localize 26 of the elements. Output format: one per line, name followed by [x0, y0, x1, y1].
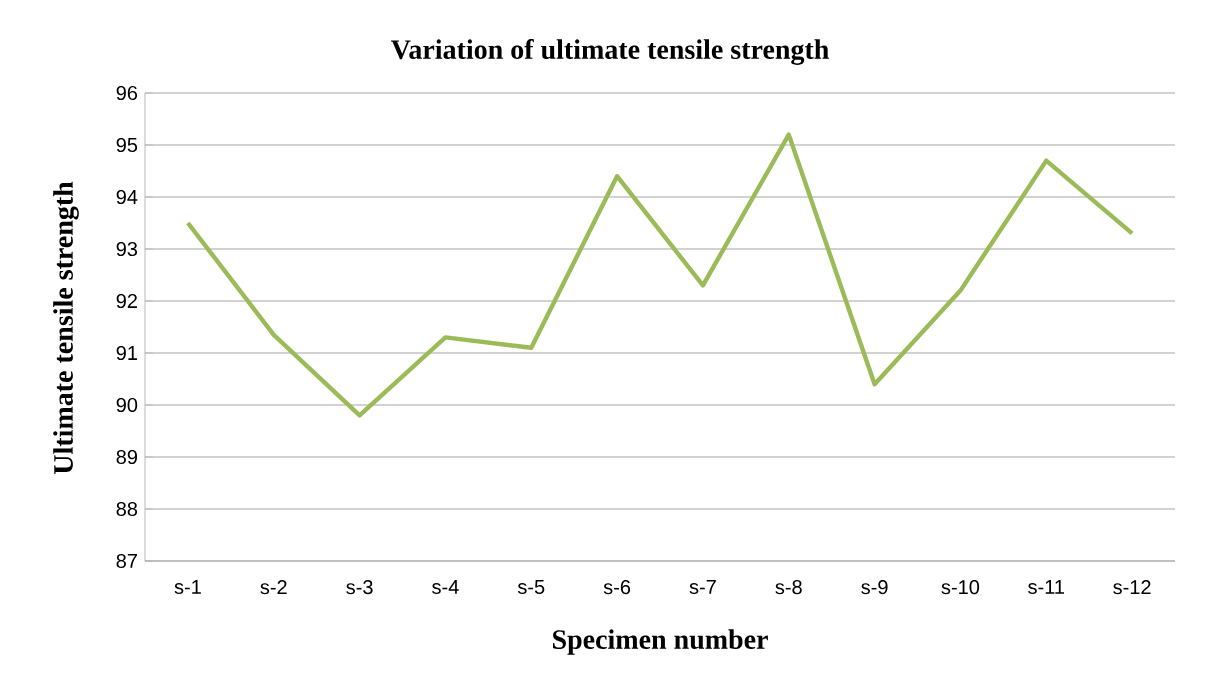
x-tick-label: s-5 [517, 580, 545, 594]
x-tick-label: s-12 [1113, 580, 1151, 595]
x-tick-label: s-11 [1028, 580, 1065, 594]
y-tick-label: 94 [116, 189, 138, 205]
x-tick-label: s-8 [775, 580, 802, 595]
y-tick-label: 89 [116, 449, 138, 465]
y-tick-label: 93 [116, 241, 138, 257]
x-tick-label: s-6 [603, 580, 631, 595]
y-tick-label: 96 [116, 85, 138, 101]
x-axis-title: Specimen number [553, 629, 768, 655]
x-tick-label: s-4 [432, 580, 459, 594]
y-tick-label: 90 [116, 397, 138, 413]
y-axis-title: Ultimate tensile strength [53, 181, 79, 475]
x-tick-label: s-1 [174, 580, 201, 594]
y-tick-label: 91 [116, 345, 137, 361]
chart-title: Variation of ultimate tensile strength [391, 39, 829, 65]
line-series [185, 132, 1135, 418]
x-tick-label: s-2 [260, 580, 287, 595]
y-tick-label: 88 [116, 501, 138, 517]
x-tick-label: s-10 [941, 580, 980, 595]
x-tick-label: s-9 [861, 580, 888, 595]
y-tick-label: 87 [116, 553, 137, 569]
y-tick-label: 95 [116, 137, 138, 153]
x-tick-label: s-3 [346, 580, 373, 595]
y-tick-label: 92 [116, 293, 137, 309]
x-tick-label: s-7 [689, 580, 716, 594]
